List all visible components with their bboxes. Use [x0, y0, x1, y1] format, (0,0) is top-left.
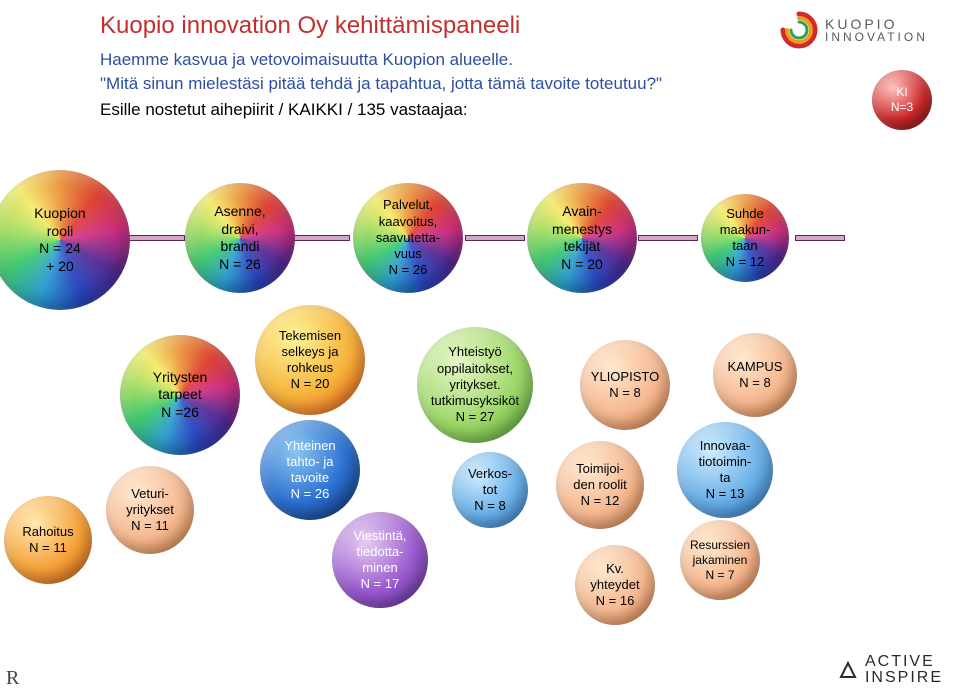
- page-title: Kuopio innovation Oy kehittämispaneeli: [100, 12, 779, 40]
- bubble-label: Avain- menestys tekijät N = 20: [546, 197, 618, 279]
- bubble-label: Viestintä, tiedotta- minen N = 17: [347, 522, 412, 599]
- bubble-rahoitus: Rahoitus N = 11: [4, 496, 92, 584]
- logo-line1: KUOPIO: [825, 17, 928, 31]
- bubble-kuopion-rooli: Kuopion rooli N = 24 + 20: [0, 170, 130, 310]
- bubble-label: KAMPUS N = 8: [722, 353, 789, 398]
- bubble-toimijoiden: Toimijoi- den roolit N = 12: [556, 441, 644, 529]
- logo-swirl-icon: [779, 10, 819, 50]
- bubble-label: Veturi- yritykset N = 11: [120, 480, 180, 541]
- connector: [290, 235, 350, 241]
- bubble-resurssien: Resurssien jakaminen N = 7: [680, 520, 760, 600]
- bubble-label: Kv. yhteydet N = 16: [584, 555, 645, 616]
- bubble-label: Yhteistyö oppilaitokset, yritykset. tutk…: [425, 338, 525, 431]
- kuopio-logo: KUOPIO INNOVATION: [779, 10, 939, 50]
- footer-right-label: ACTIVE INSPIRE: [865, 654, 943, 686]
- bubble-label: Kuopion rooli N = 24 + 20: [28, 199, 91, 281]
- bubble-label: Palvelut, kaavoitus, saavutetta- vuus N …: [370, 191, 446, 284]
- bubble-label: Asenne, draivi, brandi N = 26: [208, 197, 271, 279]
- bubble-suhde: Suhde maakun- taan N = 12: [701, 194, 789, 282]
- bubble-asenne: Asenne, draivi, brandi N = 26: [185, 183, 295, 293]
- bubble-label: Verkos- tot N = 8: [462, 460, 518, 521]
- bubble-yliopisto: YLIOPISTO N = 8: [580, 340, 670, 430]
- bubble-label: Suhde maakun- taan N = 12: [714, 200, 777, 277]
- bubble-label: Rahoitus N = 11: [16, 518, 79, 563]
- bubble-label: Innovaa- tiotoimin- ta N = 13: [693, 432, 758, 509]
- subtitle-2: "Mitä sinun mielestäsi pitää tehdä ja ta…: [100, 74, 779, 94]
- footer-right: ACTIVE INSPIRE: [837, 654, 943, 686]
- subnote: Esille nostetut aihepiirit / KAIKKI / 13…: [100, 100, 779, 120]
- bubble-yhteinen: Yhteinen tahto- ja tavoite N = 26: [260, 420, 360, 520]
- bubble-avain: Avain- menestys tekijät N = 20: [527, 183, 637, 293]
- bubble-palvelut: Palvelut, kaavoitus, saavutetta- vuus N …: [353, 183, 463, 293]
- connector: [125, 235, 185, 241]
- connector: [465, 235, 525, 241]
- bubble-ki: KI N=3: [872, 70, 932, 130]
- bubble-label: Yritysten tarpeet N =26: [147, 363, 213, 428]
- bubble-innovaatio: Innovaa- tiotoimin- ta N = 13: [677, 422, 773, 518]
- bubble-label: Resurssien jakaminen N = 7: [684, 532, 756, 589]
- bubble-kampus: KAMPUS N = 8: [713, 333, 797, 417]
- bubble-tekemisen: Tekemisen selkeys ja rohkeus N = 20: [255, 305, 365, 415]
- bubble-kv: Kv. yhteydet N = 16: [575, 545, 655, 625]
- bubble-label: Tekemisen selkeys ja rohkeus N = 20: [273, 322, 347, 399]
- subtitle-1: Haemme kasvua ja vetovoimaisuutta Kuopio…: [100, 50, 779, 70]
- bubble-label: Toimijoi- den roolit N = 12: [567, 455, 632, 516]
- footer-logo-icon: [837, 659, 859, 681]
- bubble-label: KI N=3: [885, 79, 919, 121]
- header: Kuopio innovation Oy kehittämispaneeli H…: [100, 12, 779, 120]
- bubble-yritysten: Yritysten tarpeet N =26: [120, 335, 240, 455]
- bubble-diagram: Kuopion rooli N = 24 + 20 Asenne, draivi,…: [0, 160, 959, 690]
- bubble-veturi: Veturi- yritykset N = 11: [106, 466, 194, 554]
- bubble-viestinta: Viestintä, tiedotta- minen N = 17: [332, 512, 428, 608]
- bubble-yhteistyo: Yhteistyö oppilaitokset, yritykset. tutk…: [417, 327, 533, 443]
- connector: [638, 235, 698, 241]
- connector: [795, 235, 845, 241]
- bubble-verkostot: Verkos- tot N = 8: [452, 452, 528, 528]
- bubble-label: YLIOPISTO N = 8: [585, 363, 665, 408]
- bubble-label: Yhteinen tahto- ja tavoite N = 26: [278, 432, 341, 509]
- logo-line2: INNOVATION: [825, 31, 928, 43]
- footer-left: R: [6, 667, 19, 690]
